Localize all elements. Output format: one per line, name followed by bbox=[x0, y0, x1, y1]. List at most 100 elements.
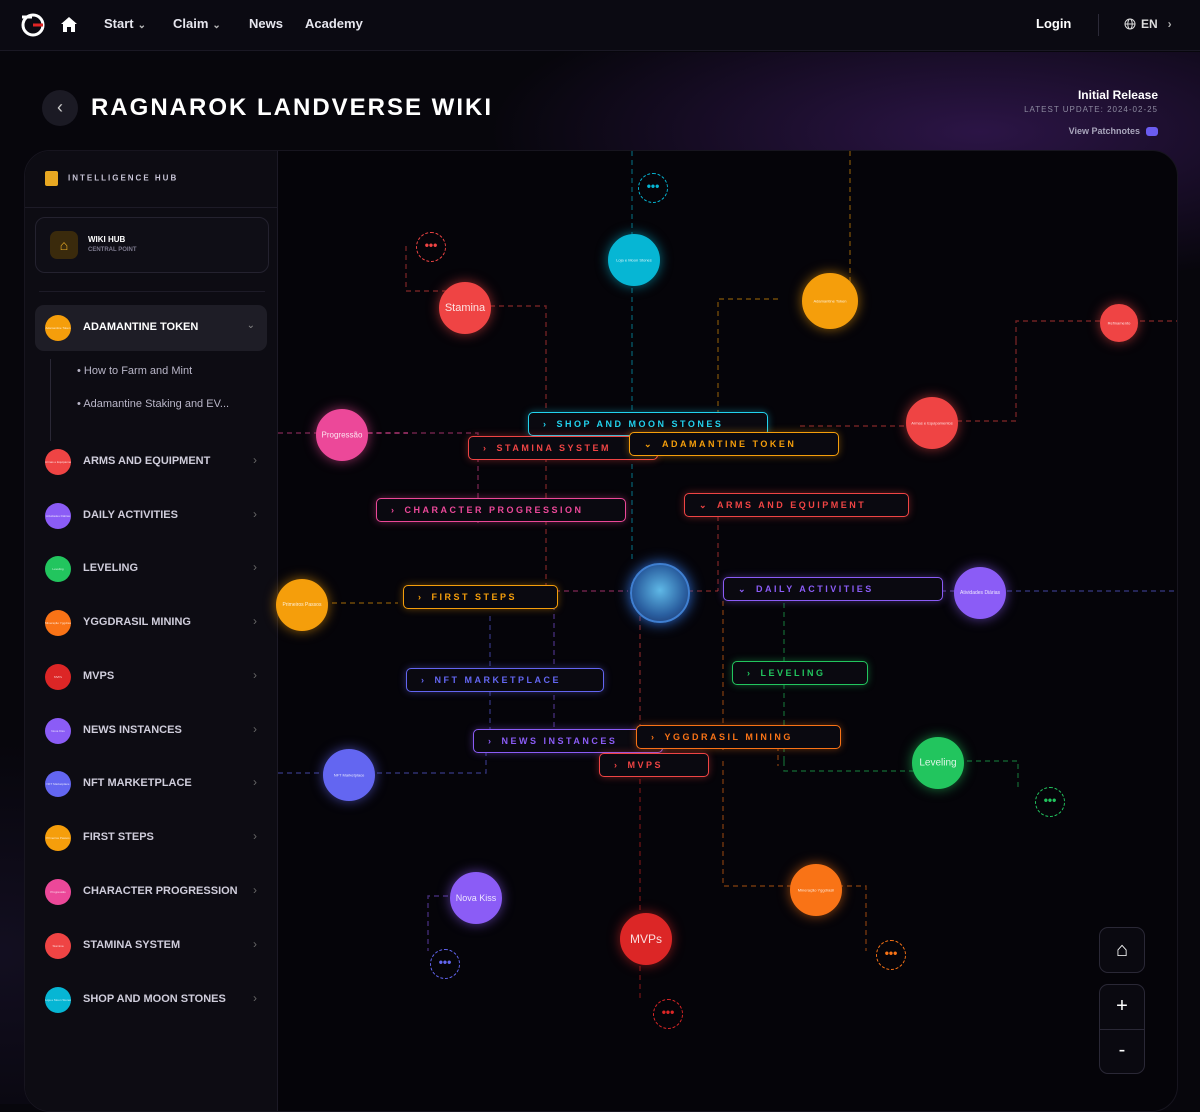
subitem-farm-and-mint[interactable]: • How to Farm and Mint bbox=[77, 365, 193, 377]
chevron-right-icon: › bbox=[253, 722, 257, 736]
sidebar-item-nft-marketplace[interactable]: NFT Marketplace NFT MARKETPLACE › bbox=[35, 764, 267, 804]
category-dot: Leveling bbox=[45, 556, 71, 582]
map-label-character-progression[interactable]: › CHARACTER PROGRESSION bbox=[376, 498, 626, 522]
recenter-home-button[interactable]: ⌂ bbox=[1099, 927, 1145, 973]
category-dot: Adamantine Token bbox=[45, 315, 71, 341]
nav-start[interactable]: Start ⌄ bbox=[104, 16, 147, 31]
zoom-out-button[interactable]: - bbox=[1118, 1039, 1126, 1061]
book-icon bbox=[45, 171, 58, 186]
sidebar-item-first-steps[interactable]: Primeiros Passos FIRST STEPS › bbox=[35, 818, 267, 858]
nav-news[interactable]: News bbox=[249, 16, 283, 31]
map-label-yggdrasil-mining[interactable]: › YGGDRASIL MINING bbox=[636, 725, 841, 749]
sidebar-item-label: ADAMANTINE TOKEN bbox=[83, 321, 199, 333]
map-label-leveling[interactable]: › LEVELING bbox=[732, 661, 868, 685]
map-node[interactable]: Primeiros Passos bbox=[276, 579, 328, 631]
map-label-mvps[interactable]: › MVPS bbox=[599, 753, 709, 777]
map-node[interactable]: Loja e Moon Stones bbox=[608, 234, 660, 286]
wiki-hub-card[interactable]: ⌂ WIKI HUB CENTRAL POINT bbox=[35, 217, 269, 273]
wiki-hub-title: WIKI HUB bbox=[88, 235, 126, 244]
expand-more-button[interactable]: ••• bbox=[430, 949, 460, 979]
map-label-stamina-system[interactable]: › STAMINA SYSTEM bbox=[468, 436, 658, 460]
map-node[interactable]: Adamantine Token bbox=[802, 273, 858, 329]
chevron-icon: › bbox=[418, 592, 424, 602]
map-label-nft-marketplace[interactable]: › NFT MARKETPLACE bbox=[406, 668, 604, 692]
category-dot: Mineração Yggdrasil bbox=[45, 610, 71, 636]
expand-more-button[interactable]: ••• bbox=[416, 232, 446, 262]
map-label-adamantine-token[interactable]: ⌄ ADAMANTINE TOKEN bbox=[629, 432, 839, 456]
top-navbar: Start ⌄ Claim ⌄ News Academy Login EN › bbox=[0, 0, 1200, 51]
category-dot: Progressão bbox=[45, 879, 71, 905]
globe-icon bbox=[1124, 18, 1136, 30]
map-label-news-instances[interactable]: › NEWS INSTANCES bbox=[473, 729, 663, 753]
sidebar-item-adamantine-token[interactable]: Adamantine Token ADAMANTINE TOKEN ⌄ bbox=[35, 305, 267, 351]
chevron-icon: › bbox=[651, 732, 657, 742]
login-link[interactable]: Login bbox=[1036, 16, 1072, 31]
nav-divider bbox=[1098, 14, 1099, 36]
sidebar-item-stamina-system[interactable]: Stamina STAMINA SYSTEM › bbox=[35, 926, 267, 966]
chevron-right-icon: › bbox=[253, 991, 257, 1005]
expand-more-button[interactable]: ••• bbox=[876, 940, 906, 970]
chevron-right-icon: › bbox=[253, 775, 257, 789]
expand-more-button[interactable]: ••• bbox=[638, 173, 668, 203]
chevron-right-icon: › bbox=[253, 668, 257, 682]
chevron-icon: › bbox=[421, 675, 427, 685]
category-dot: MVPs bbox=[45, 664, 71, 690]
central-hub-node[interactable] bbox=[630, 563, 690, 623]
connector-line bbox=[930, 341, 1017, 422]
connector-line bbox=[722, 761, 798, 887]
home-icon: ⌂ bbox=[50, 231, 78, 259]
chevron-right-icon: › bbox=[253, 883, 257, 897]
nav-claim[interactable]: Claim ⌄ bbox=[173, 16, 221, 31]
map-node[interactable]: Refinamento bbox=[1100, 304, 1138, 342]
map-label-first-steps[interactable]: › FIRST STEPS bbox=[403, 585, 558, 609]
mind-map[interactable]: › SHOP AND MOON STONES › STAMINA SYSTEM ⌄ ADA… bbox=[276, 151, 1177, 1111]
sidebar-item-label: DAILY ACTIVITIES bbox=[83, 509, 178, 521]
nav-academy[interactable]: Academy bbox=[305, 16, 363, 31]
map-node[interactable]: NFT Marketplace bbox=[323, 749, 375, 801]
sidebar-item-mvps[interactable]: MVPs MVPS › bbox=[35, 657, 267, 697]
map-node[interactable]: Atividades Diárias bbox=[954, 567, 1006, 619]
chevron-right-icon: › bbox=[1167, 17, 1172, 31]
language-selector[interactable]: EN › bbox=[1124, 17, 1172, 31]
map-node[interactable]: Leveling bbox=[912, 737, 964, 789]
sidebar-item-label: SHOP AND MOON STONES bbox=[83, 993, 226, 1005]
connector-line bbox=[1015, 320, 1177, 341]
expand-more-button[interactable]: ••• bbox=[653, 999, 683, 1029]
sidebar-item-label: MVPS bbox=[83, 670, 115, 682]
map-node[interactable]: Mineração Yggdrasil bbox=[790, 864, 842, 916]
sidebar-item-leveling[interactable]: Leveling LEVELING › bbox=[35, 549, 267, 589]
chevron-right-icon: › bbox=[253, 507, 257, 521]
map-node[interactable]: Armas e Equipamentos bbox=[906, 397, 958, 449]
back-button[interactable]: ‹ bbox=[42, 90, 78, 126]
expand-more-button[interactable]: ••• bbox=[1035, 787, 1065, 817]
map-node[interactable]: Progressão bbox=[316, 409, 368, 461]
subitem-staking[interactable]: • Adamantine Staking and EV... bbox=[77, 398, 230, 410]
zoom-in-button[interactable]: + bbox=[1100, 985, 1144, 1030]
map-node[interactable]: MVPs bbox=[620, 913, 672, 965]
sidebar-item-arms-and-equipment[interactable]: Armas e Equipamentos ARMS AND EQUIPMENT › bbox=[35, 442, 267, 482]
chevron-icon: › bbox=[391, 505, 397, 515]
sidebar-item-shop-and-moon-stones[interactable]: Loja e Moon Stones SHOP AND MOON STONES › bbox=[35, 980, 267, 1020]
submenu-line bbox=[50, 359, 51, 441]
home-icon[interactable] bbox=[60, 16, 78, 34]
sidebar-item-label: LEVELING bbox=[83, 562, 139, 574]
map-node[interactable]: Nova Kiss bbox=[450, 872, 502, 924]
patchnotes-link[interactable]: View Patchnotes bbox=[1069, 126, 1158, 137]
map-node[interactable]: Stamina bbox=[439, 282, 491, 334]
sidebar-item-daily-activities[interactable]: Atividades Diárias DAILY ACTIVITIES › bbox=[35, 496, 267, 536]
chevron-down-icon: ⌄ bbox=[246, 320, 255, 331]
brand-logo[interactable] bbox=[18, 11, 48, 39]
connector-line bbox=[783, 760, 929, 772]
map-label-daily-activities[interactable]: ⌄ DAILY ACTIVITIES bbox=[723, 577, 943, 601]
connector-line bbox=[958, 760, 1019, 791]
chevron-icon: ⌄ bbox=[644, 439, 655, 449]
sidebar-item-label: STAMINA SYSTEM bbox=[83, 939, 181, 951]
sidebar-item-yggdrasil-mining[interactable]: Mineração Yggdrasil YGGDRASIL MINING › bbox=[35, 603, 267, 643]
map-label-arms-and-equipment[interactable]: ⌄ ARMS AND EQUIPMENT bbox=[684, 493, 909, 517]
category-dot: Nova Kiss bbox=[45, 718, 71, 744]
category-dot: Primeiros Passos bbox=[45, 825, 71, 851]
chevron-icon: › bbox=[488, 736, 494, 746]
sidebar-item-character-progression[interactable]: Progressão CHARACTER PROGRESSION › bbox=[35, 872, 267, 912]
sidebar-item-news-instances[interactable]: Nova Kiss NEWS INSTANCES › bbox=[35, 711, 267, 751]
wiki-hub-subtitle: CENTRAL POINT bbox=[88, 247, 137, 253]
